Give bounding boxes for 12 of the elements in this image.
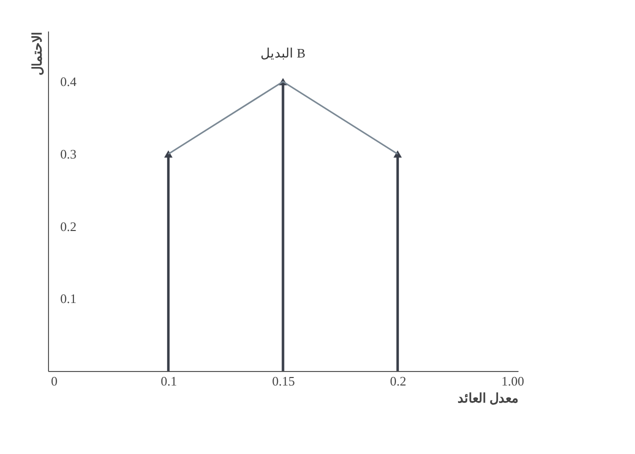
x-tick-label: 0.2 xyxy=(390,374,406,388)
x-tick-label: 0 xyxy=(50,374,58,388)
annotation: البديل B xyxy=(260,46,306,61)
y-tick-label: 0.3 xyxy=(60,146,76,162)
x-tick-label: 1.00 xyxy=(501,374,524,388)
x-tick-label: 0.15 xyxy=(272,374,295,388)
y-axis-title: الاحتمال xyxy=(30,32,44,76)
x-axis-title: معدل العائد xyxy=(457,390,518,406)
y-tick-label: 0.2 xyxy=(60,218,76,234)
x-tick-label: 0.1 xyxy=(160,374,177,388)
y-tick-label: 0.1 xyxy=(60,291,76,306)
y-tick-label: 0.4 xyxy=(60,74,77,90)
